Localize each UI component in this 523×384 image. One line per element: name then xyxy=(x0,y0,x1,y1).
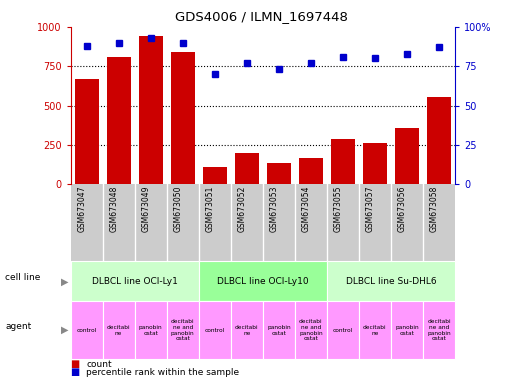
Text: decitabi
ne: decitabi ne xyxy=(235,325,258,336)
Text: decitabi
ne and
panobin
ostat: decitabi ne and panobin ostat xyxy=(427,319,451,341)
Text: ▶: ▶ xyxy=(61,325,68,335)
Text: panobin
ostat: panobin ostat xyxy=(395,325,419,336)
Bar xyxy=(299,158,323,184)
Text: decitabi
ne and
panobin
ostat: decitabi ne and panobin ostat xyxy=(299,319,323,341)
Bar xyxy=(267,163,291,184)
Text: decitabi
ne: decitabi ne xyxy=(107,325,130,336)
Text: GSM673057: GSM673057 xyxy=(366,185,375,232)
Text: ▶: ▶ xyxy=(61,276,68,286)
Text: GSM673051: GSM673051 xyxy=(206,185,215,232)
Bar xyxy=(395,127,419,184)
Text: GSM673056: GSM673056 xyxy=(398,185,407,232)
Text: GSM673050: GSM673050 xyxy=(174,185,183,232)
Text: GSM673053: GSM673053 xyxy=(270,185,279,232)
Text: agent: agent xyxy=(5,322,31,331)
Text: GSM673055: GSM673055 xyxy=(334,185,343,232)
Bar xyxy=(235,153,259,184)
Text: GSM673052: GSM673052 xyxy=(238,185,247,232)
Text: DLBCL line OCI-Ly10: DLBCL line OCI-Ly10 xyxy=(217,277,309,286)
Text: GDS4006 / ILMN_1697448: GDS4006 / ILMN_1697448 xyxy=(175,10,348,23)
Bar xyxy=(75,79,99,184)
Bar xyxy=(139,36,163,184)
Text: control: control xyxy=(76,328,97,333)
Bar xyxy=(331,139,355,184)
Text: panobin
ostat: panobin ostat xyxy=(267,325,291,336)
Text: control: control xyxy=(204,328,225,333)
Text: GSM673054: GSM673054 xyxy=(302,185,311,232)
Bar xyxy=(170,52,195,184)
Text: GSM673047: GSM673047 xyxy=(77,185,87,232)
Bar xyxy=(203,167,227,184)
Bar xyxy=(107,57,131,184)
Text: control: control xyxy=(333,328,353,333)
Text: GSM673049: GSM673049 xyxy=(142,185,151,232)
Text: decitabi
ne and
panobin
ostat: decitabi ne and panobin ostat xyxy=(171,319,195,341)
Bar xyxy=(363,142,387,184)
Text: ■: ■ xyxy=(71,359,80,369)
Text: panobin
ostat: panobin ostat xyxy=(139,325,163,336)
Text: cell line: cell line xyxy=(5,273,41,282)
Text: GSM673058: GSM673058 xyxy=(430,185,439,232)
Text: DLBCL line OCI-Ly1: DLBCL line OCI-Ly1 xyxy=(92,277,178,286)
Text: count: count xyxy=(86,359,112,369)
Text: DLBCL line Su-DHL6: DLBCL line Su-DHL6 xyxy=(346,277,436,286)
Text: ■: ■ xyxy=(71,367,80,377)
Text: decitabi
ne: decitabi ne xyxy=(363,325,386,336)
Bar xyxy=(427,97,451,184)
Text: GSM673048: GSM673048 xyxy=(110,185,119,232)
Text: percentile rank within the sample: percentile rank within the sample xyxy=(86,368,240,377)
